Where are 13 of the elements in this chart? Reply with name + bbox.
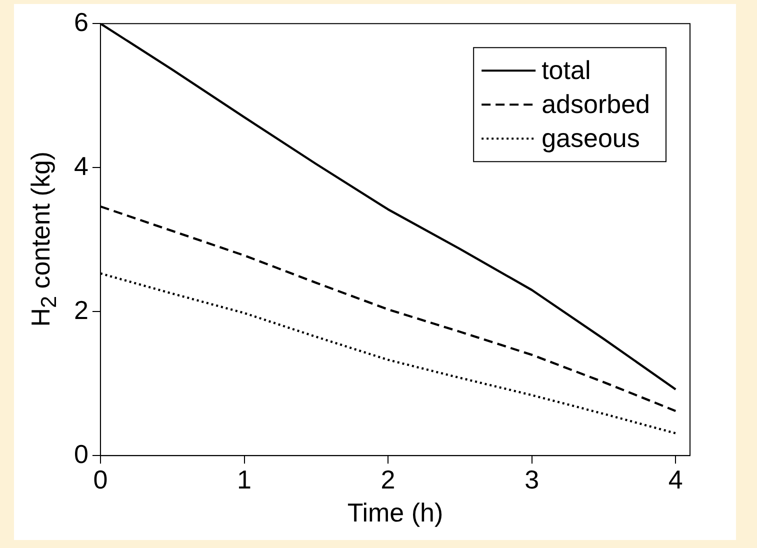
x-tick-label: 1 xyxy=(237,464,252,494)
legend-label: total xyxy=(542,54,591,85)
x-axis-title: Time (h) xyxy=(347,498,444,528)
y-tick-label: 6 xyxy=(74,6,88,37)
legend-label: gaseous xyxy=(542,122,640,153)
y-tick-label: 2 xyxy=(74,294,88,325)
x-tick-label: 4 xyxy=(668,464,683,494)
y-tick-label: 4 xyxy=(74,150,88,181)
x-tick-label: 2 xyxy=(380,464,396,494)
legend-label: adsorbed xyxy=(542,88,650,119)
x-tick-label: 3 xyxy=(524,464,540,494)
y-tick-label: 0 xyxy=(74,438,88,469)
x-tick-label: 0 xyxy=(93,464,108,494)
